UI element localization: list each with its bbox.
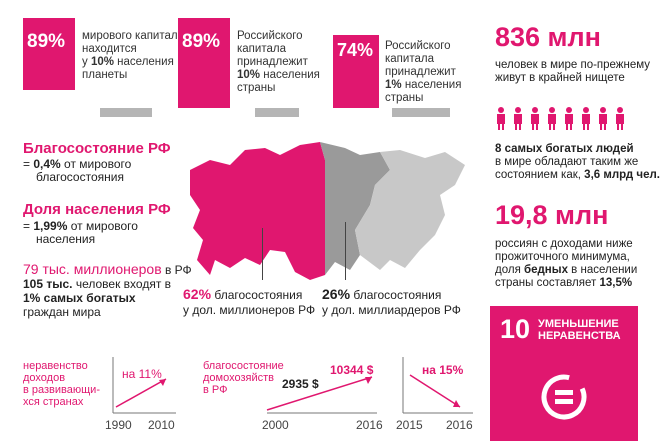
equality-icon bbox=[541, 374, 587, 420]
richest-text: 8 самых богатых людей в мире обладают та… bbox=[495, 143, 660, 181]
chart3-trend bbox=[409, 374, 461, 408]
wealth-rf-value: = 0,4% от мирового благосостояния bbox=[23, 157, 132, 184]
chart2-x-start: 2000 bbox=[262, 418, 289, 432]
chart1-annotation: на 11% bbox=[122, 367, 162, 381]
map-region-millionaires bbox=[190, 142, 325, 280]
person-icon bbox=[565, 107, 573, 130]
stat-percent-2: 89% bbox=[182, 31, 221, 52]
stat-bar-1 bbox=[23, 18, 75, 90]
stat-grey-bar-3 bbox=[392, 108, 450, 117]
chart1-x-start: 1990 bbox=[105, 418, 132, 432]
chart2-x-end: 2016 bbox=[356, 418, 383, 432]
chart1-trend bbox=[115, 378, 167, 408]
russia-map bbox=[190, 142, 465, 280]
person-icon bbox=[616, 107, 624, 130]
poverty-text: человек в мире по-прежнему живут в крайн… bbox=[495, 59, 651, 84]
wealth-rf-title: Благосостояние РФ bbox=[23, 140, 171, 157]
population-rf-value: = 1,99% от мирового населения bbox=[23, 219, 138, 246]
chart3-graph bbox=[402, 357, 473, 414]
person-icon bbox=[497, 107, 505, 130]
russians-poor-text: россиян с доходами ниже прожиточного мин… bbox=[495, 238, 638, 289]
sdg-title: УМЕНЬШЕНИЕ НЕРАВЕНСТВА bbox=[538, 318, 621, 342]
stat-grey-bar-1 bbox=[100, 108, 152, 117]
chart2-value-start: 2935 $ bbox=[282, 377, 319, 391]
chart2-trend bbox=[266, 376, 373, 411]
person-icon bbox=[599, 107, 607, 130]
chart2-graph bbox=[266, 376, 377, 414]
person-icon bbox=[514, 107, 522, 130]
stat-text-2: Российского капитала принадлежит 10% нас… bbox=[237, 30, 320, 94]
stat-text-3: Российского капитала принадлежит 1% насе… bbox=[385, 40, 462, 104]
people-row bbox=[495, 107, 635, 131]
chart2-value-end: 10344 $ bbox=[330, 363, 374, 377]
population-rf-title: Доля населения РФ bbox=[23, 201, 171, 218]
map-region-rest bbox=[355, 150, 465, 270]
chart1-label: неравенство доходов в развивающи- хся ст… bbox=[23, 360, 100, 408]
map-pointer-right bbox=[345, 222, 346, 280]
person-icon bbox=[548, 107, 556, 130]
chart2-label: благосостояние домохозяйств в РФ bbox=[203, 360, 284, 396]
chart3-annotation: на 15% bbox=[422, 363, 464, 377]
stat-bar-2 bbox=[178, 18, 230, 108]
chart1-graph bbox=[112, 357, 176, 414]
map-label-right: 26% благосостояния у дол. миллиардеров Р… bbox=[322, 286, 461, 318]
russians-poor-title: 19,8 млн bbox=[495, 200, 609, 230]
chart1-x-end: 2010 bbox=[148, 418, 175, 432]
millionaires-block: 79 тыс. миллионеров в РФ 105 тыс. челове… bbox=[23, 261, 192, 319]
stat-percent-1: 89% bbox=[27, 31, 66, 52]
stat-bar-3 bbox=[333, 35, 379, 108]
stat-grey-bar-2 bbox=[255, 108, 299, 117]
stat-percent-3: 74% bbox=[337, 40, 374, 60]
person-icon bbox=[582, 107, 590, 130]
poverty-title: 836 млн bbox=[495, 22, 601, 52]
map-pointer-left bbox=[262, 228, 263, 280]
chart3-x-end: 2016 bbox=[446, 418, 473, 432]
stat-text-1: мирового капитала находится у 10% населе… bbox=[82, 30, 185, 81]
chart3-x-start: 2015 bbox=[396, 418, 423, 432]
sdg-tile: 10 УМЕНЬШЕНИЕ НЕРАВЕНСТВА bbox=[490, 306, 638, 441]
map-region-billionaires bbox=[320, 142, 390, 275]
sdg-number: 10 bbox=[500, 314, 531, 344]
person-icon bbox=[531, 107, 539, 130]
map-label-left: 62% благосостояния у дол. миллионеров РФ bbox=[183, 286, 316, 318]
